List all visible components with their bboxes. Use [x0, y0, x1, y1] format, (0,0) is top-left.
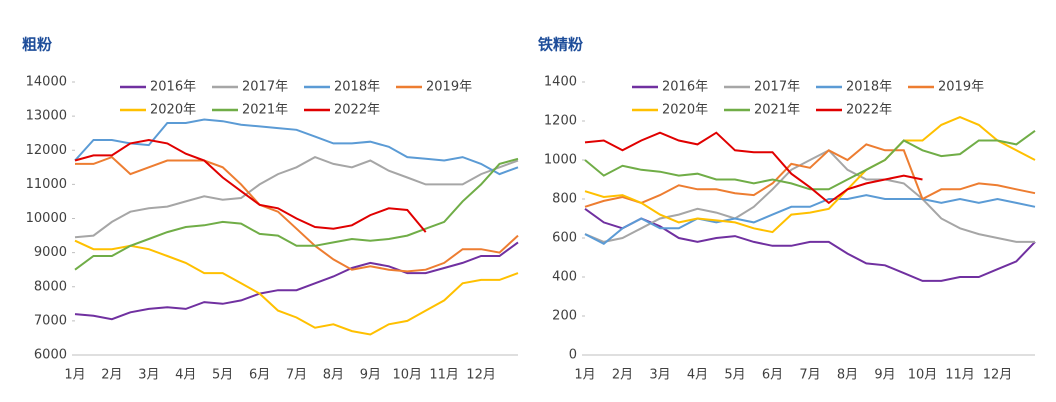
series-line: [74, 156, 519, 239]
y-tick-label: 800: [552, 192, 577, 207]
y-tick-label: 11000: [26, 177, 67, 192]
x-tick-label: 11月: [945, 368, 975, 383]
legend-label: 2019年: [426, 80, 472, 95]
series-line: [75, 155, 519, 273]
legend-label: 2017年: [242, 80, 288, 95]
series-line: [74, 157, 519, 271]
x-tick-label: 10月: [908, 368, 938, 383]
x-tick-label: 7月: [799, 368, 820, 383]
series-line: [74, 138, 427, 233]
chart-title: 铁精粉: [538, 36, 583, 54]
x-tick-label: 11月: [429, 368, 459, 383]
y-tick-label: 200: [552, 309, 577, 324]
x-tick-label: 3月: [649, 368, 670, 383]
y-tick-label: 14000: [26, 75, 67, 90]
y-tick-label: 8000: [34, 279, 67, 294]
series-line: [74, 118, 519, 176]
y-tick-label: 13000: [26, 109, 67, 124]
legend-label: 2018年: [334, 80, 380, 95]
x-tick-label: 2月: [101, 368, 122, 383]
legend-label: 2020年: [150, 103, 196, 118]
y-tick-label: 9000: [34, 245, 67, 260]
series-line: [584, 207, 1036, 282]
y-tick-label: 12000: [26, 143, 67, 158]
x-tick-label: 6月: [249, 368, 270, 383]
x-tick-label: 12月: [466, 368, 496, 383]
y-tick-label: 10000: [26, 211, 67, 226]
legend-label: 2017年: [754, 80, 800, 95]
x-tick-label: 1月: [64, 368, 85, 383]
x-tick-label: 9月: [360, 368, 381, 383]
chart-title: 粗粉: [22, 36, 52, 54]
series-line: [584, 116, 1036, 234]
y-tick-label: 1000: [544, 153, 577, 168]
x-tick-label: 4月: [175, 368, 196, 383]
legend-label: 2016年: [150, 80, 196, 95]
series-line: [74, 239, 519, 336]
legend-label: 2021年: [242, 103, 288, 118]
series-line: [584, 129, 1036, 191]
legend-label: 2018年: [846, 80, 892, 95]
x-tick-label: 9月: [874, 368, 895, 383]
y-tick-label: 600: [552, 231, 577, 246]
series-line: [584, 143, 1036, 208]
x-tick-label: 2月: [612, 368, 633, 383]
y-tick-label: 7000: [34, 313, 67, 328]
legend-label: 2020年: [662, 103, 708, 118]
legend-label: 2022年: [334, 103, 380, 118]
y-tick-label: 1400: [544, 75, 577, 90]
series-line: [74, 241, 519, 321]
legend-label: 2021年: [754, 103, 800, 118]
y-tick-label: 400: [552, 270, 577, 285]
x-tick-label: 10月: [392, 368, 422, 383]
y-tick-label: 6000: [34, 348, 67, 363]
x-tick-label: 7月: [286, 368, 307, 383]
x-tick-label: 3月: [138, 368, 159, 383]
x-tick-label: 4月: [687, 368, 708, 383]
x-tick-label: 5月: [212, 368, 233, 383]
y-tick-label: 0: [569, 348, 577, 363]
series-line: [584, 149, 1035, 243]
x-tick-label: 6月: [762, 368, 783, 383]
x-tick-label: 5月: [724, 368, 745, 383]
x-tick-label: 12月: [983, 368, 1013, 383]
legend-label: 2016年: [662, 80, 708, 95]
series-line: [584, 131, 923, 205]
series-line: [584, 194, 1036, 245]
y-tick-label: 1200: [544, 114, 577, 129]
x-tick-label: 8月: [837, 368, 858, 383]
x-tick-label: 1月: [574, 368, 595, 383]
legend-label: 2019年: [938, 80, 984, 95]
x-tick-label: 8月: [323, 368, 344, 383]
legend-label: 2022年: [846, 103, 892, 118]
